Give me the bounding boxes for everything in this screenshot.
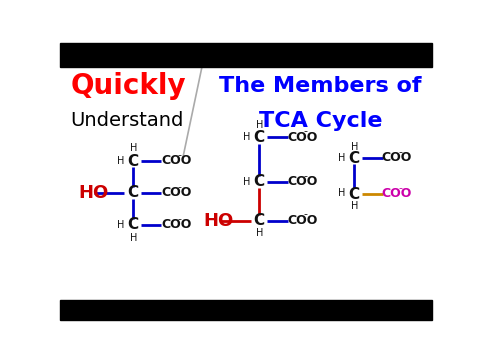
Text: -: -	[303, 126, 307, 136]
Text: -: -	[398, 183, 402, 193]
Text: COO: COO	[162, 154, 192, 167]
Text: C: C	[253, 174, 264, 189]
Text: H: H	[117, 156, 124, 166]
Text: H: H	[256, 120, 264, 130]
Text: COO: COO	[287, 175, 317, 188]
Text: H: H	[130, 233, 137, 243]
Text: H: H	[338, 188, 346, 198]
Text: H: H	[338, 153, 346, 163]
Text: -: -	[303, 171, 307, 181]
Text: COO: COO	[287, 131, 317, 144]
Text: C: C	[253, 130, 264, 145]
Text: -: -	[398, 147, 402, 157]
Text: COO: COO	[287, 214, 317, 227]
Text: C: C	[348, 187, 360, 202]
Text: COO: COO	[162, 186, 192, 199]
Text: -: -	[178, 214, 182, 224]
Text: H: H	[130, 143, 137, 153]
Text: HO: HO	[204, 212, 234, 230]
Text: C: C	[127, 217, 138, 232]
Polygon shape	[60, 43, 209, 158]
Text: H: H	[117, 220, 124, 230]
Text: H: H	[256, 228, 264, 238]
Text: H: H	[351, 141, 359, 152]
Text: H: H	[243, 177, 251, 187]
Text: C: C	[127, 153, 138, 168]
Text: COO: COO	[162, 218, 192, 231]
Text: COO: COO	[382, 188, 412, 201]
Text: HO: HO	[78, 184, 108, 202]
Text: The Members of: The Members of	[219, 76, 421, 96]
Text: C: C	[348, 151, 360, 166]
Bar	[60, 43, 432, 67]
Text: H: H	[243, 132, 251, 143]
Text: Quickly: Quickly	[71, 72, 187, 100]
Text: -: -	[178, 182, 182, 192]
Text: -: -	[178, 150, 182, 160]
Text: COO: COO	[382, 152, 412, 165]
Text: Understand: Understand	[70, 111, 184, 130]
Bar	[60, 300, 432, 320]
Text: C: C	[127, 185, 138, 201]
Text: TCA Cycle: TCA Cycle	[259, 111, 382, 131]
Text: C: C	[253, 213, 264, 228]
Text: H: H	[351, 201, 359, 211]
Text: -: -	[303, 210, 307, 220]
